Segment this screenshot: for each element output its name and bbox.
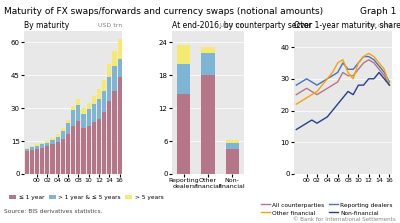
Bar xyxy=(50,138,54,140)
Bar xyxy=(24,148,29,149)
Bar xyxy=(92,96,96,104)
Bar xyxy=(201,53,215,75)
Bar xyxy=(40,144,44,148)
Bar xyxy=(56,137,60,142)
Bar xyxy=(107,77,112,101)
Text: USD trn: USD trn xyxy=(98,23,122,28)
Bar xyxy=(118,77,122,174)
Bar xyxy=(201,75,215,174)
Text: At end-2016, by counterparty sector: At end-2016, by counterparty sector xyxy=(172,21,311,31)
Bar xyxy=(24,149,29,151)
Bar xyxy=(45,143,49,147)
Bar xyxy=(87,103,91,109)
Bar xyxy=(118,59,122,77)
Bar xyxy=(97,89,101,99)
Bar xyxy=(35,149,39,174)
Text: USD trn: USD trn xyxy=(220,23,244,28)
Bar xyxy=(87,126,91,174)
Bar xyxy=(45,141,49,143)
Text: Source: BIS derivatives statistics.: Source: BIS derivatives statistics. xyxy=(4,209,102,214)
Bar xyxy=(76,121,80,174)
Bar xyxy=(61,131,65,139)
Bar xyxy=(50,144,54,174)
Bar xyxy=(35,144,39,146)
Bar xyxy=(66,134,70,174)
Bar xyxy=(112,51,117,66)
Text: © Bank for International Settlements: © Bank for International Settlements xyxy=(293,217,396,222)
Bar xyxy=(71,110,75,126)
Bar xyxy=(61,139,65,174)
Text: Over 1-year maturity, share of total: Over 1-year maturity, share of total xyxy=(294,21,400,31)
Bar xyxy=(35,146,39,149)
Bar xyxy=(102,80,106,91)
Bar xyxy=(177,45,190,64)
Bar xyxy=(30,147,34,150)
Bar xyxy=(66,124,70,134)
Bar xyxy=(118,39,122,59)
Text: Maturity of FX swaps/forwards and currency swaps (notional amounts): Maturity of FX swaps/forwards and curren… xyxy=(4,7,323,16)
Bar xyxy=(45,147,49,174)
Bar xyxy=(177,64,190,94)
Bar xyxy=(56,134,60,137)
Bar xyxy=(97,99,101,119)
Bar xyxy=(102,91,106,112)
Bar xyxy=(107,101,112,174)
Bar xyxy=(71,126,75,174)
Bar xyxy=(30,146,34,147)
Bar xyxy=(61,128,65,131)
Text: By maturity: By maturity xyxy=(24,21,69,31)
Bar xyxy=(177,94,190,174)
Bar xyxy=(107,64,112,77)
Bar xyxy=(92,104,96,122)
Bar xyxy=(226,143,239,149)
Bar xyxy=(76,105,80,121)
Bar xyxy=(24,151,29,174)
Bar xyxy=(40,148,44,174)
Bar xyxy=(201,47,215,53)
Bar xyxy=(30,150,34,174)
Legend: All counterparties, Other financial, Reporting dealers, Non-financial: All counterparties, Other financial, Rep… xyxy=(259,200,395,218)
Bar xyxy=(66,120,70,124)
Bar xyxy=(112,91,117,174)
Bar xyxy=(226,140,239,143)
Bar xyxy=(82,108,86,114)
Bar xyxy=(71,106,75,110)
Text: Graph 1: Graph 1 xyxy=(360,7,396,16)
Bar xyxy=(87,109,91,126)
Legend: ≤ 1 year, > 1 year & ≤ 5 years, > 5 years: ≤ 1 year, > 1 year & ≤ 5 years, > 5 year… xyxy=(7,192,166,202)
Bar xyxy=(76,99,80,105)
Bar xyxy=(226,149,239,174)
Bar xyxy=(82,128,86,174)
Bar xyxy=(112,66,117,91)
Bar xyxy=(82,114,86,128)
Bar xyxy=(92,122,96,174)
Bar xyxy=(97,119,101,174)
Bar xyxy=(40,143,44,144)
Bar xyxy=(50,140,54,144)
Bar xyxy=(102,112,106,174)
Text: Per cent: Per cent xyxy=(366,23,392,28)
Bar xyxy=(56,142,60,174)
